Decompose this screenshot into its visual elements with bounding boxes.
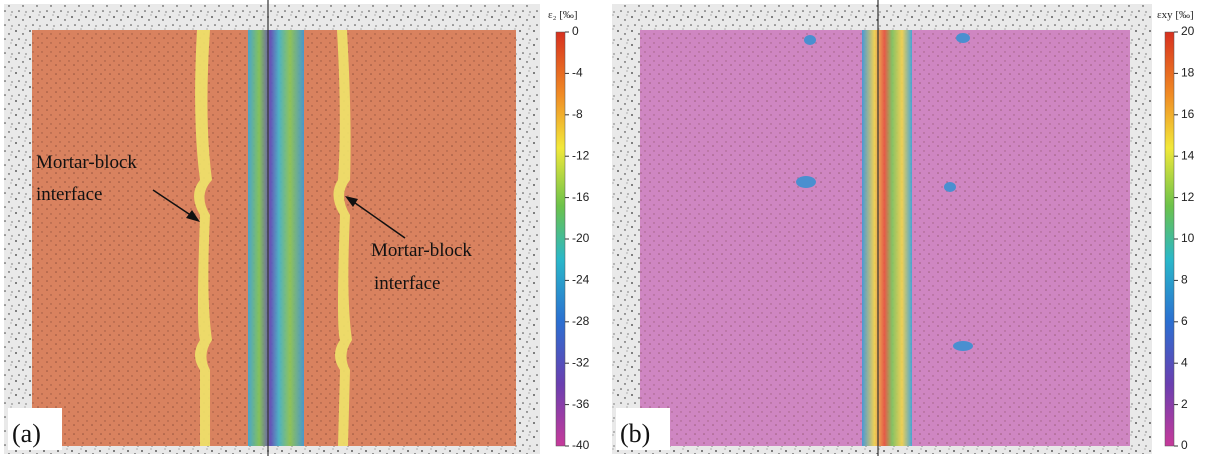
colorbar-tick-label: 16	[1181, 107, 1195, 121]
panel-b: (b)	[612, 0, 1152, 456]
interface-band	[333, 30, 352, 446]
colorbar-tick-label: 8	[1181, 273, 1188, 287]
colorbar-tick-label: 12	[1181, 190, 1195, 204]
colorbar-tick-label: 18	[1181, 66, 1195, 80]
spot	[804, 35, 816, 45]
colorbar-tick-label: -32	[572, 355, 590, 369]
colorbar-tick-label: 0	[572, 24, 579, 38]
arrowhead	[186, 210, 200, 222]
colorbar-tick-label: 14	[1181, 148, 1195, 162]
panel-label: (b)	[620, 419, 650, 448]
label-box	[616, 408, 670, 450]
panel-a: Mortar-block interface Mortar-block inte…	[4, 0, 540, 456]
colorbar-tick-label: 4	[1181, 355, 1188, 369]
annotation: Mortar-block	[36, 152, 137, 173]
colorbar-title: ε₂ [‰]	[548, 9, 578, 21]
colorbar-title: εxy [‰]	[1157, 9, 1194, 21]
colorbar-tick-label: -28	[572, 314, 590, 328]
panel-label: (a)	[12, 419, 41, 448]
label-box	[8, 408, 62, 450]
arrowhead	[345, 196, 358, 207]
spot	[953, 341, 973, 351]
annotation: Mortar-block	[371, 240, 472, 261]
colorbar-tick-label: -24	[572, 273, 590, 287]
annotation: interface	[374, 273, 440, 294]
colorbar-tick-label: -8	[572, 107, 583, 121]
colorbar-tick-label: 0	[1181, 438, 1188, 452]
colorbars: ε₂ [‰] 0 -4 -8 -12 -16 -20 -24 -28 -32 -36 -40 εxy […	[548, 9, 1195, 452]
colorbar-tick-label: 2	[1181, 397, 1188, 411]
spot	[956, 33, 970, 43]
colorbar-tick-label: -36	[572, 397, 590, 411]
colorbar-tick-label: -20	[572, 231, 590, 245]
colorbar	[555, 31, 566, 447]
colorbar-tick-label: -40	[572, 438, 590, 452]
interface-band	[194, 30, 212, 446]
colorbar-tick-label: -12	[572, 148, 590, 162]
annotation: interface	[36, 184, 102, 205]
spot	[796, 176, 816, 188]
colorbar-tick-label: 10	[1181, 231, 1195, 245]
mortar-band	[248, 30, 304, 446]
arrow	[347, 197, 406, 239]
colorbar-tick-label: -16	[572, 190, 590, 204]
colorbar-tick-label: -4	[572, 66, 583, 80]
colorbar-tick-label: 20	[1181, 24, 1195, 38]
colorbar-tick-label: 6	[1181, 314, 1188, 328]
colorbar	[1164, 31, 1175, 447]
mortar-band	[862, 30, 912, 446]
spot	[944, 182, 956, 192]
